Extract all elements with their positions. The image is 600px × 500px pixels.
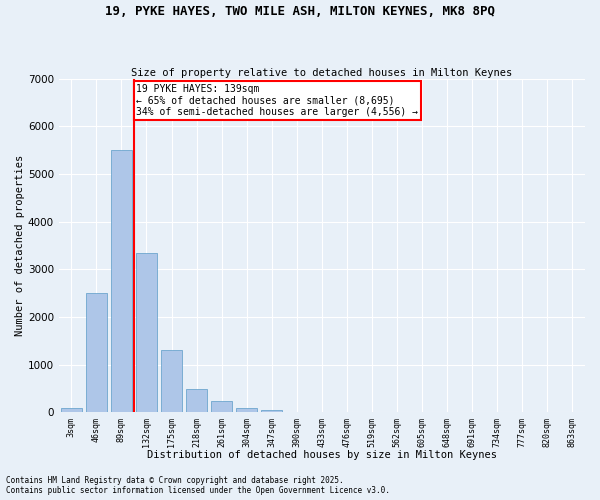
Bar: [136, 252, 157, 412]
Text: 19 PYKE HAYES: 139sqm
← 65% of detached houses are smaller (8,695)
34% of semi-d: 19 PYKE HAYES: 139sqm ← 65% of detached …: [136, 84, 418, 116]
Bar: [61, 408, 82, 412]
X-axis label: Distribution of detached houses by size in Milton Keynes: Distribution of detached houses by size …: [147, 450, 497, 460]
Title: Size of property relative to detached houses in Milton Keynes: Size of property relative to detached ho…: [131, 68, 512, 78]
Y-axis label: Number of detached properties: Number of detached properties: [15, 155, 25, 336]
Bar: [111, 150, 132, 412]
Bar: [261, 410, 283, 412]
Text: 19, PYKE HAYES, TWO MILE ASH, MILTON KEYNES, MK8 8PQ: 19, PYKE HAYES, TWO MILE ASH, MILTON KEY…: [105, 5, 495, 18]
Bar: [211, 402, 232, 412]
Bar: [186, 390, 207, 412]
Text: Contains HM Land Registry data © Crown copyright and database right 2025.
Contai: Contains HM Land Registry data © Crown c…: [6, 476, 390, 495]
Bar: [161, 350, 182, 412]
Bar: [86, 293, 107, 412]
Bar: [236, 408, 257, 412]
